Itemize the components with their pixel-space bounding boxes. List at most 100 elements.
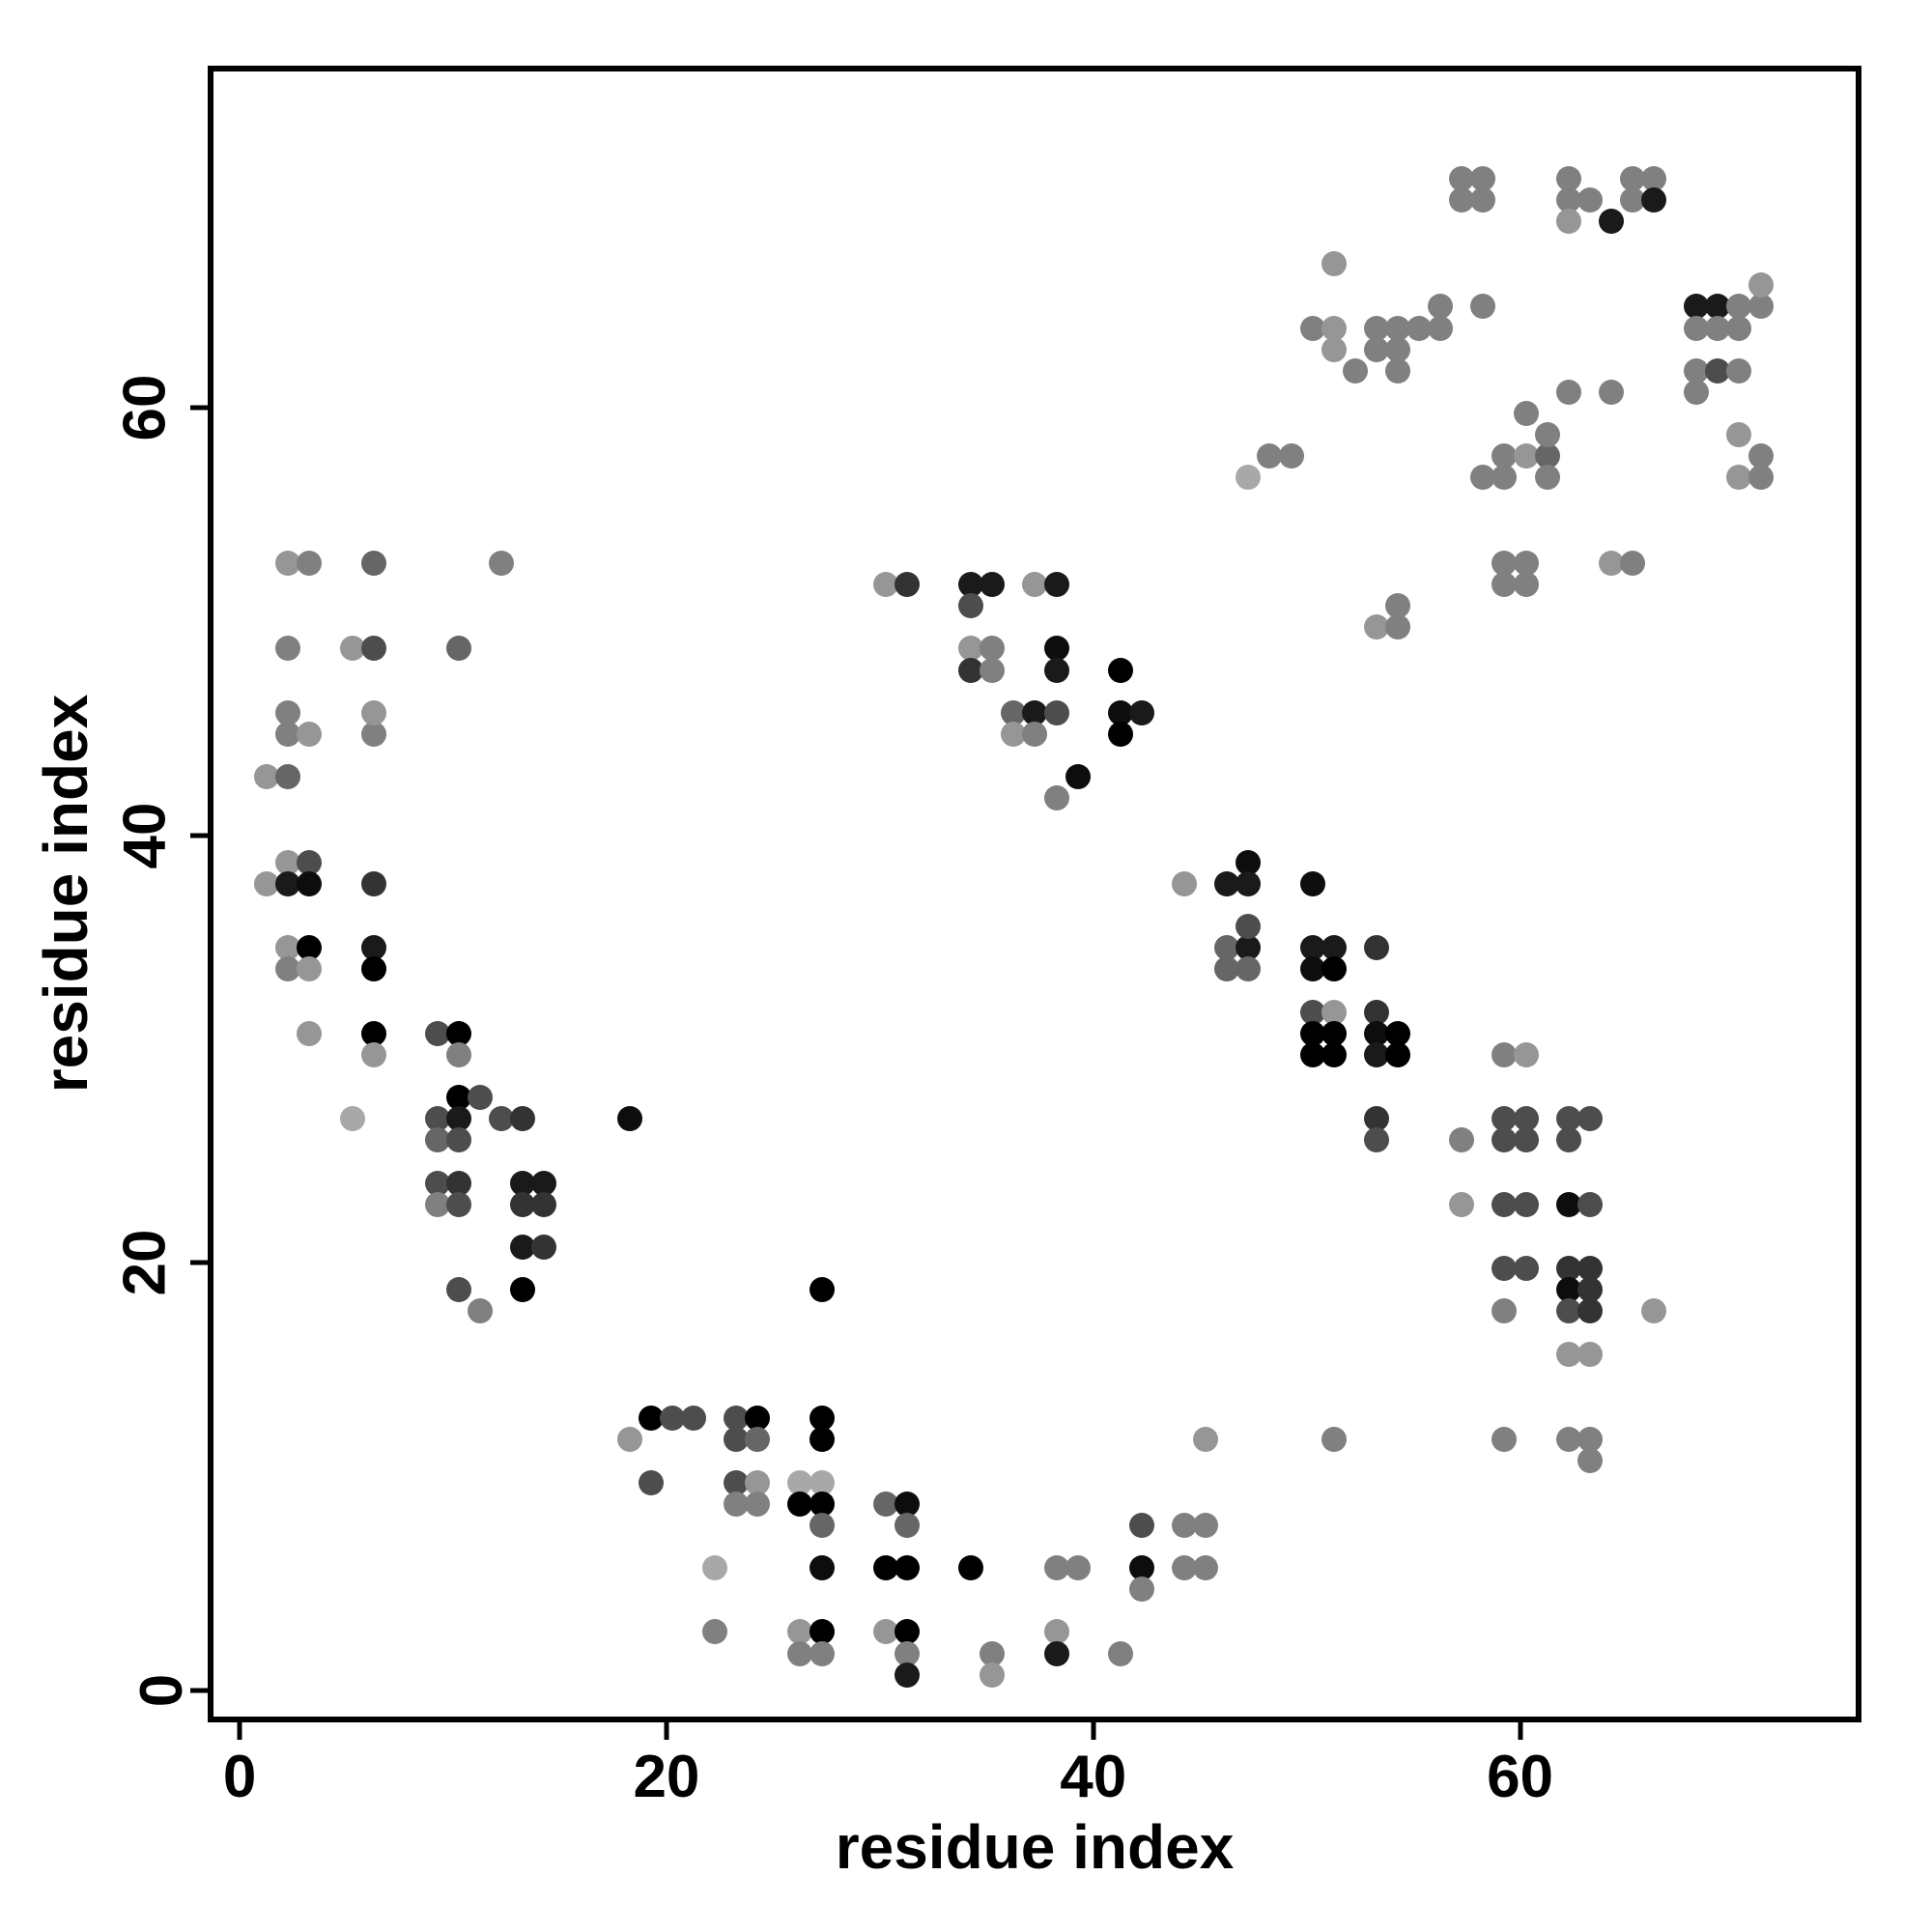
data-point: [275, 550, 301, 576]
data-point: [1257, 443, 1283, 469]
data-point: [1726, 294, 1752, 320]
data-point: [1513, 401, 1539, 427]
x-tick-mark: [1518, 1722, 1523, 1740]
data-point: [1577, 1341, 1603, 1367]
data-point: [787, 1619, 813, 1645]
data-point: [1236, 870, 1262, 896]
data-point: [446, 1170, 472, 1196]
data-point: [809, 1427, 835, 1453]
data-point: [531, 1170, 557, 1196]
data-point: [1684, 379, 1710, 405]
data-point: [1492, 550, 1518, 576]
data-point: [1236, 465, 1262, 491]
data-point: [724, 1427, 750, 1453]
data-point: [1236, 956, 1262, 982]
data-point: [1747, 443, 1774, 469]
data-point: [809, 1469, 835, 1495]
data-point: [1449, 165, 1475, 191]
data-point: [1107, 722, 1133, 747]
data-point: [809, 1406, 835, 1432]
data-point: [1363, 1020, 1389, 1046]
data-point: [1555, 1277, 1581, 1303]
data-point: [638, 1469, 664, 1495]
data-point: [872, 572, 898, 598]
data-point: [894, 1512, 920, 1538]
data-point: [1043, 699, 1069, 725]
data-point: [1043, 657, 1069, 683]
data-point: [894, 1640, 920, 1666]
data-point: [1641, 186, 1667, 213]
data-point: [1555, 379, 1581, 405]
data-point: [1043, 1640, 1069, 1666]
data-point: [297, 870, 323, 896]
data-point: [1513, 1106, 1539, 1132]
data-point: [531, 1235, 557, 1261]
data-point: [1363, 1041, 1389, 1067]
data-point: [1128, 1512, 1154, 1538]
data-point: [787, 1469, 813, 1495]
data-point: [1492, 465, 1518, 491]
data-point: [1385, 357, 1410, 384]
data-point: [1321, 336, 1347, 362]
data-point: [360, 636, 386, 662]
data-point: [1449, 1127, 1475, 1153]
data-point: [809, 1640, 835, 1666]
data-point: [339, 636, 365, 662]
data-point: [1705, 294, 1731, 320]
data-point: [275, 935, 301, 961]
data-point: [1299, 956, 1325, 982]
data-point: [872, 1619, 898, 1645]
data-point: [1022, 699, 1048, 725]
data-point: [1513, 1256, 1539, 1282]
data-point: [724, 1491, 750, 1517]
data-point: [1043, 785, 1069, 811]
data-point: [1449, 186, 1475, 213]
data-point: [1577, 1106, 1603, 1132]
data-point: [1641, 165, 1667, 191]
data-point: [1107, 699, 1133, 725]
data-point: [1299, 1041, 1325, 1067]
y-tick-label: 0: [128, 1661, 195, 1720]
data-point: [702, 1555, 728, 1581]
data-point: [1363, 336, 1389, 362]
data-point: [1043, 1619, 1069, 1645]
data-point: [894, 572, 920, 598]
data-point: [446, 1020, 472, 1046]
data-point: [1385, 315, 1410, 341]
data-point: [1236, 935, 1262, 961]
data-point: [1043, 572, 1069, 598]
x-tick-label: 0: [222, 1744, 257, 1810]
data-point: [1107, 657, 1133, 683]
data-point: [360, 956, 386, 982]
data-point: [1001, 722, 1027, 747]
data-point: [446, 1085, 472, 1111]
data-point: [1363, 1127, 1389, 1153]
data-point: [1363, 315, 1389, 341]
data-point: [297, 935, 323, 961]
data-point: [980, 1640, 1006, 1666]
data-point: [1299, 870, 1325, 896]
data-point: [1385, 593, 1410, 619]
data-point: [980, 572, 1006, 598]
data-point: [1385, 1020, 1410, 1046]
data-point: [275, 636, 301, 662]
data-point: [489, 550, 515, 576]
data-point: [1534, 465, 1560, 491]
data-point: [297, 1020, 323, 1046]
data-point: [1705, 315, 1731, 341]
y-tick-label: 40: [112, 802, 179, 868]
y-tick-label-text: 60: [111, 374, 179, 441]
data-point: [1492, 1427, 1518, 1453]
data-point: [275, 956, 301, 982]
data-point: [681, 1406, 707, 1432]
data-point: [1363, 614, 1389, 640]
data-point: [1321, 315, 1347, 341]
data-point: [958, 572, 984, 598]
y-axis-title: residue index: [31, 694, 100, 1094]
data-point: [1363, 1106, 1389, 1132]
data-point: [1128, 1555, 1154, 1581]
data-point: [1492, 1127, 1518, 1153]
data-point: [468, 1298, 494, 1324]
data-point: [958, 593, 984, 619]
